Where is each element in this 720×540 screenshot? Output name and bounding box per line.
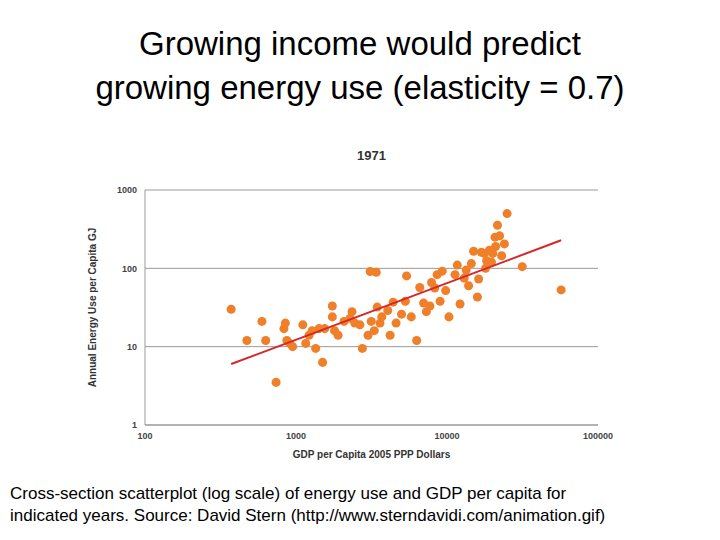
svg-text:GDP per Capita 2005 PPP Dollar: GDP per Capita 2005 PPP Dollars	[293, 449, 451, 460]
svg-text:100000: 100000	[583, 431, 613, 441]
svg-text:10000: 10000	[434, 431, 459, 441]
svg-text:100: 100	[122, 264, 137, 274]
svg-text:1: 1	[132, 420, 137, 430]
svg-text:Annual Energy Use per Capita G: Annual Energy Use per Capita GJ	[87, 228, 98, 388]
html-text:indicated years. Source: David: indicated years. Source: David Stern (ht…	[10, 506, 606, 525]
html-text:1971: 1971	[357, 148, 386, 163]
html-text:growing energy use (elasticity: growing energy use (elasticity = 0.7)	[95, 69, 625, 106]
svg-text:100: 100	[137, 431, 152, 441]
svg-text:1000: 1000	[117, 185, 137, 195]
svg-text:10: 10	[127, 342, 137, 352]
svg-text:1000: 1000	[286, 431, 306, 441]
html-text:Growing income would predict: Growing income would predict	[139, 25, 581, 62]
html-text:Cross-section scatterplot (log: Cross-section scatterplot (log scale) of…	[10, 484, 567, 503]
